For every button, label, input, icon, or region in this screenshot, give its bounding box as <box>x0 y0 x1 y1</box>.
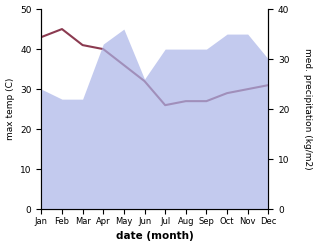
Y-axis label: max temp (C): max temp (C) <box>5 78 15 140</box>
X-axis label: date (month): date (month) <box>116 231 194 242</box>
Y-axis label: med. precipitation (kg/m2): med. precipitation (kg/m2) <box>303 48 313 170</box>
